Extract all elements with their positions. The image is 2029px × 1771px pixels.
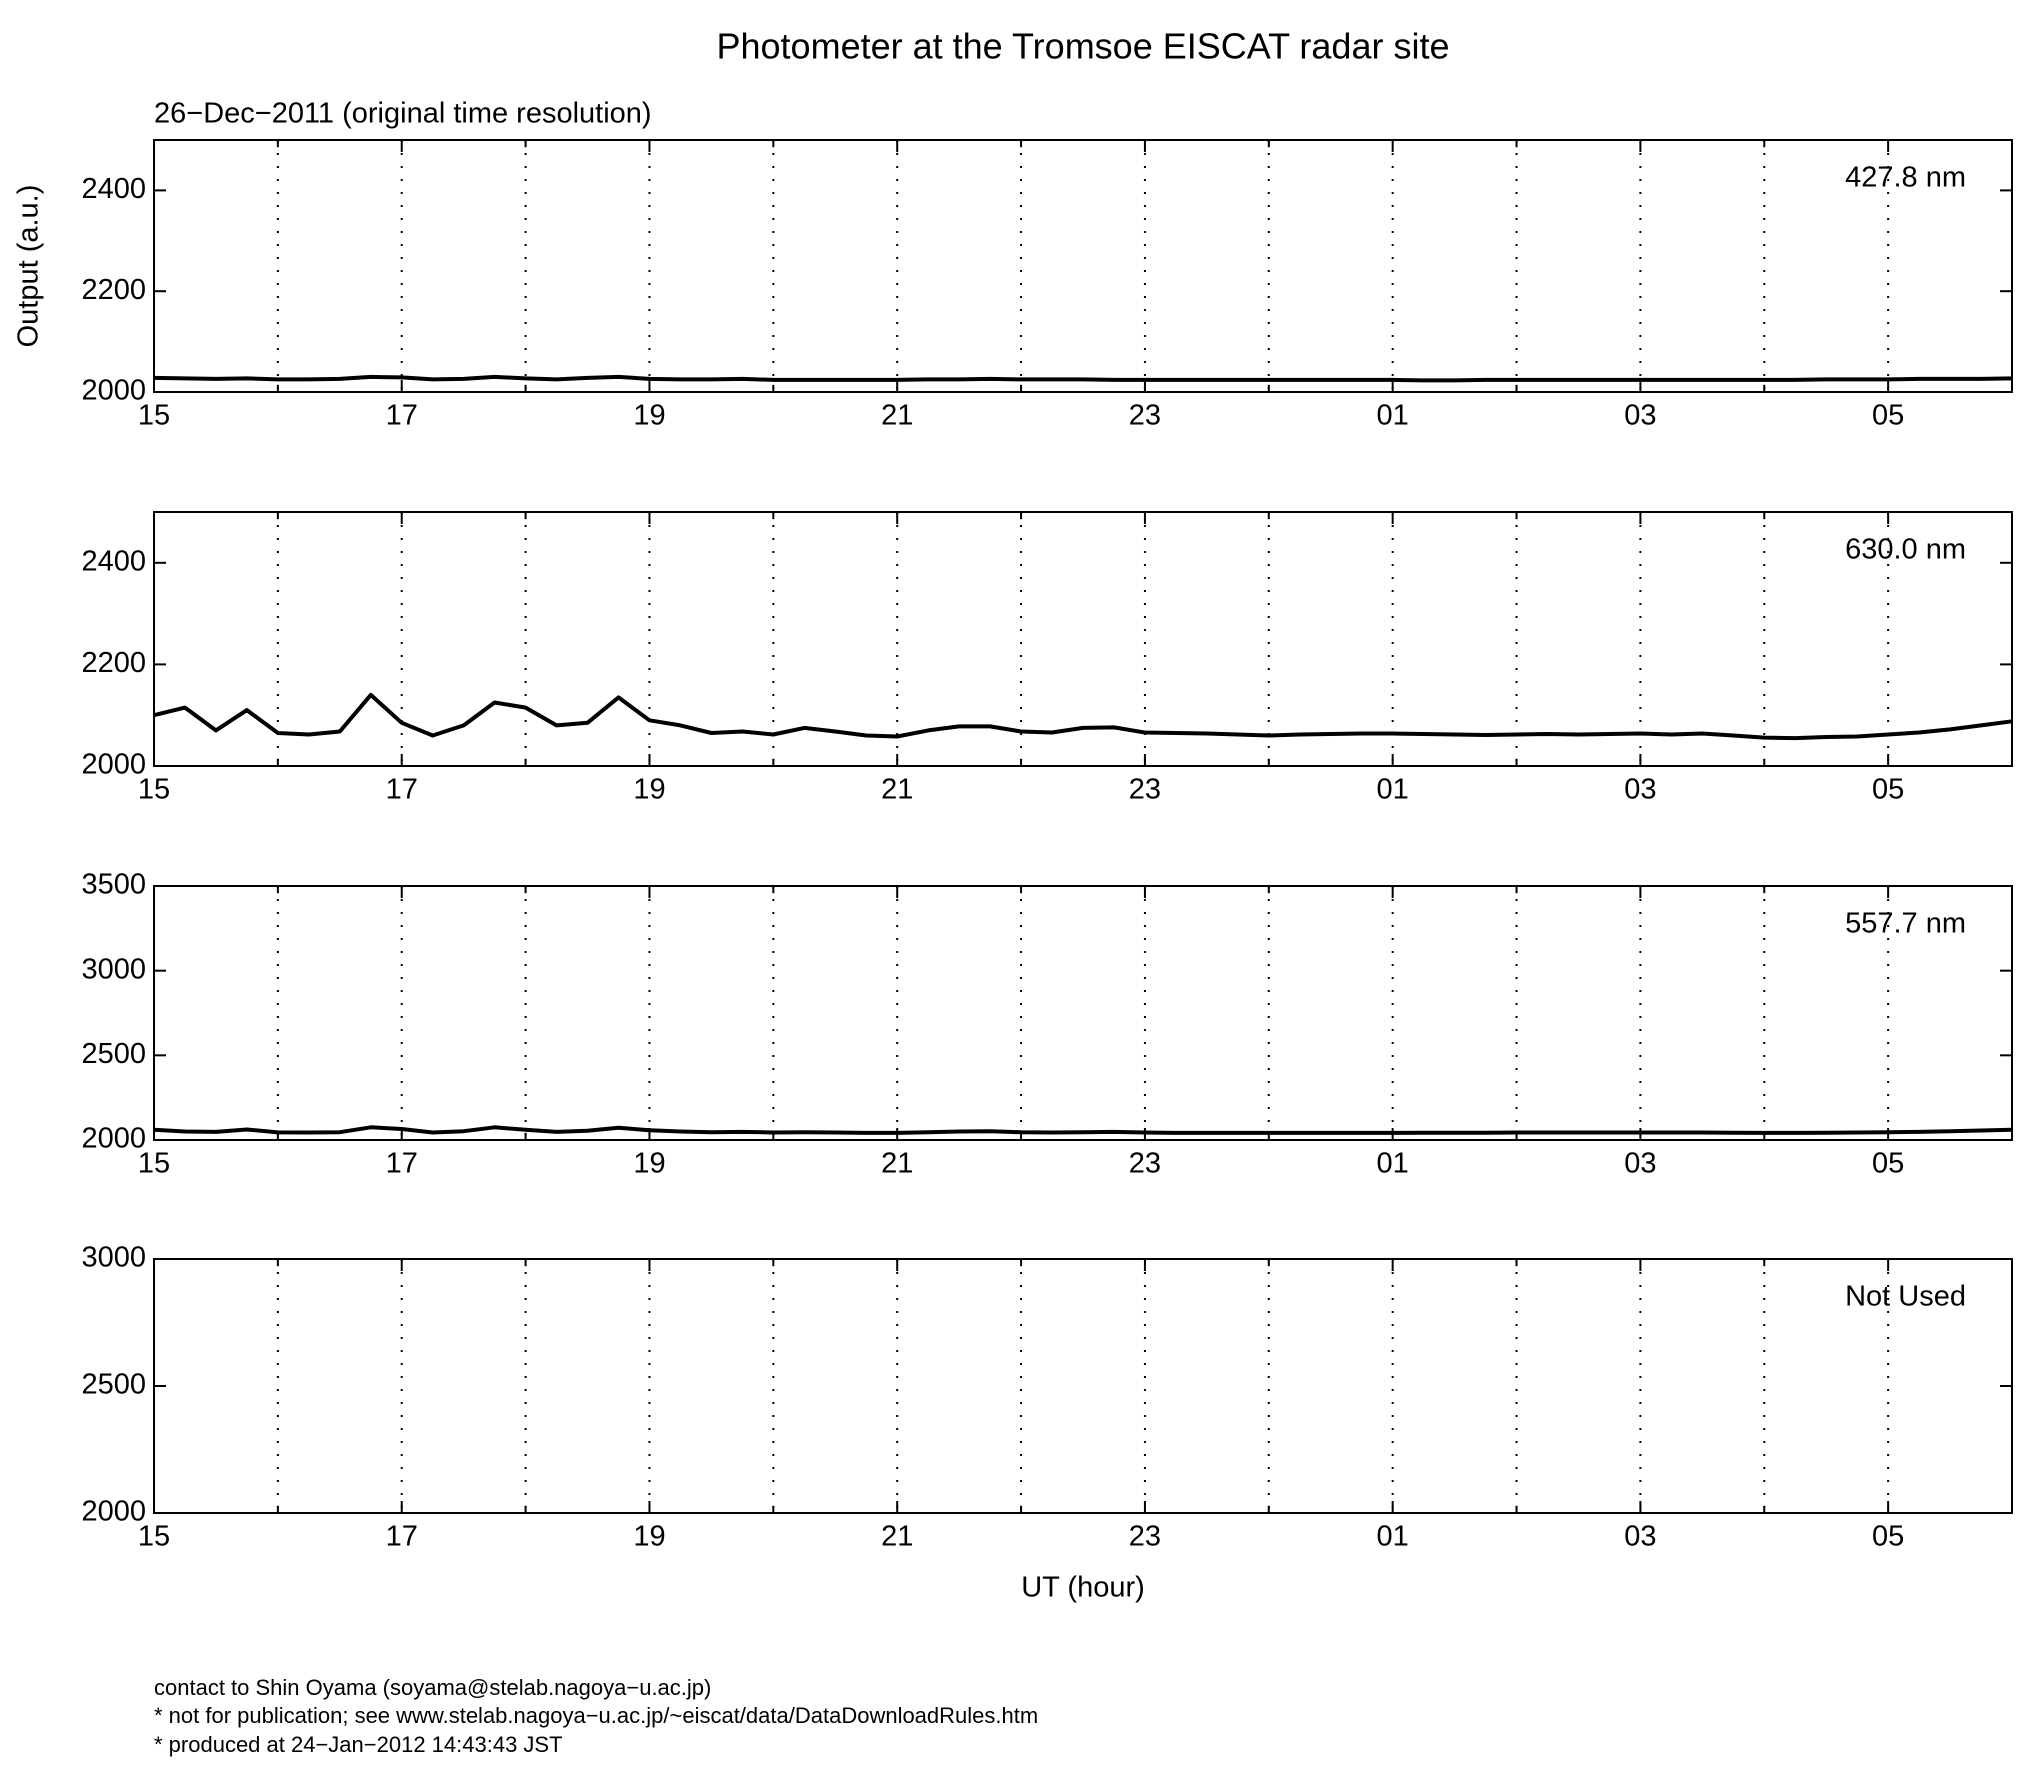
y-tick-label: 2000 bbox=[81, 1123, 146, 1155]
y-tick-label: 3500 bbox=[81, 869, 146, 901]
x-tick-label: 23 bbox=[1129, 774, 1161, 806]
y-tick-label: 2400 bbox=[81, 173, 146, 205]
x-tick-label: 03 bbox=[1624, 1148, 1656, 1180]
y-tick-label: 3000 bbox=[81, 1242, 146, 1274]
x-tick-label: 01 bbox=[1377, 1521, 1409, 1553]
x-tick-label: 19 bbox=[633, 1148, 665, 1180]
x-tick-label: 05 bbox=[1872, 400, 1904, 432]
x-tick-label: 19 bbox=[633, 1521, 665, 1553]
plot-frame bbox=[153, 511, 2013, 767]
channel-label: 630.0 nm bbox=[1845, 534, 1966, 566]
figure-title: Photometer at the Tromsoe EISCAT radar s… bbox=[717, 26, 1450, 67]
x-tick-label: 15 bbox=[138, 1521, 170, 1553]
x-tick-label: 17 bbox=[386, 400, 418, 432]
data-line bbox=[153, 1125, 2013, 1135]
channel-label: 427.8 nm bbox=[1845, 162, 1966, 194]
x-tick-label: 01 bbox=[1377, 1148, 1409, 1180]
x-tick-label: 21 bbox=[881, 400, 913, 432]
x-tick-label: 05 bbox=[1872, 1148, 1904, 1180]
y-tick-label: 2200 bbox=[81, 647, 146, 679]
channel-label: Not Used bbox=[1845, 1281, 1966, 1313]
x-tick-label: 03 bbox=[1624, 1521, 1656, 1553]
x-tick-label: 03 bbox=[1624, 400, 1656, 432]
subtitle: 26−Dec−2011 (original time resolution) bbox=[154, 98, 652, 130]
x-tick-label: 19 bbox=[633, 400, 665, 432]
x-tick-label: 21 bbox=[881, 774, 913, 806]
x-tick-label: 23 bbox=[1129, 400, 1161, 432]
y-tick-label: 2000 bbox=[81, 375, 146, 407]
footer-line: * produced at 24−Jan−2012 14:43:43 JST bbox=[154, 1732, 563, 1757]
footer-line: contact to Shin Oyama (soyama@stelab.nag… bbox=[154, 1675, 711, 1700]
x-tick-label: 15 bbox=[138, 400, 170, 432]
x-tick-label: 19 bbox=[633, 774, 665, 806]
footer-line: * not for publication; see www.stelab.na… bbox=[154, 1703, 1038, 1728]
y-axis-label: Output (a.u.) bbox=[13, 185, 45, 348]
y-tick-label: 2000 bbox=[81, 1496, 146, 1528]
x-tick-label: 17 bbox=[386, 1521, 418, 1553]
y-tick-label: 2200 bbox=[81, 274, 146, 306]
x-tick-label: 15 bbox=[138, 774, 170, 806]
data-line bbox=[153, 374, 2013, 383]
x-tick-label: 03 bbox=[1624, 774, 1656, 806]
x-tick-label: 05 bbox=[1872, 1521, 1904, 1553]
x-tick-label: 01 bbox=[1377, 774, 1409, 806]
channel-label: 557.7 nm bbox=[1845, 908, 1966, 940]
x-tick-label: 23 bbox=[1129, 1148, 1161, 1180]
y-tick-label: 2000 bbox=[81, 749, 146, 781]
y-tick-label: 2500 bbox=[81, 1369, 146, 1401]
x-tick-label: 21 bbox=[881, 1148, 913, 1180]
x-tick-label: 15 bbox=[138, 1148, 170, 1180]
plot-frame bbox=[153, 1258, 2013, 1514]
x-tick-label: 05 bbox=[1872, 774, 1904, 806]
x-tick-label: 21 bbox=[881, 1521, 913, 1553]
plot-frame bbox=[153, 139, 2013, 393]
x-tick-label: 23 bbox=[1129, 1521, 1161, 1553]
y-tick-label: 2400 bbox=[81, 545, 146, 577]
x-tick-label: 17 bbox=[386, 1148, 418, 1180]
plot-frame bbox=[153, 885, 2013, 1141]
x-tick-label: 17 bbox=[386, 774, 418, 806]
y-tick-label: 2500 bbox=[81, 1038, 146, 1070]
y-tick-label: 3000 bbox=[81, 953, 146, 985]
data-line bbox=[153, 692, 2013, 741]
x-axis-label: UT (hour) bbox=[1021, 1572, 1145, 1604]
x-tick-label: 01 bbox=[1377, 400, 1409, 432]
